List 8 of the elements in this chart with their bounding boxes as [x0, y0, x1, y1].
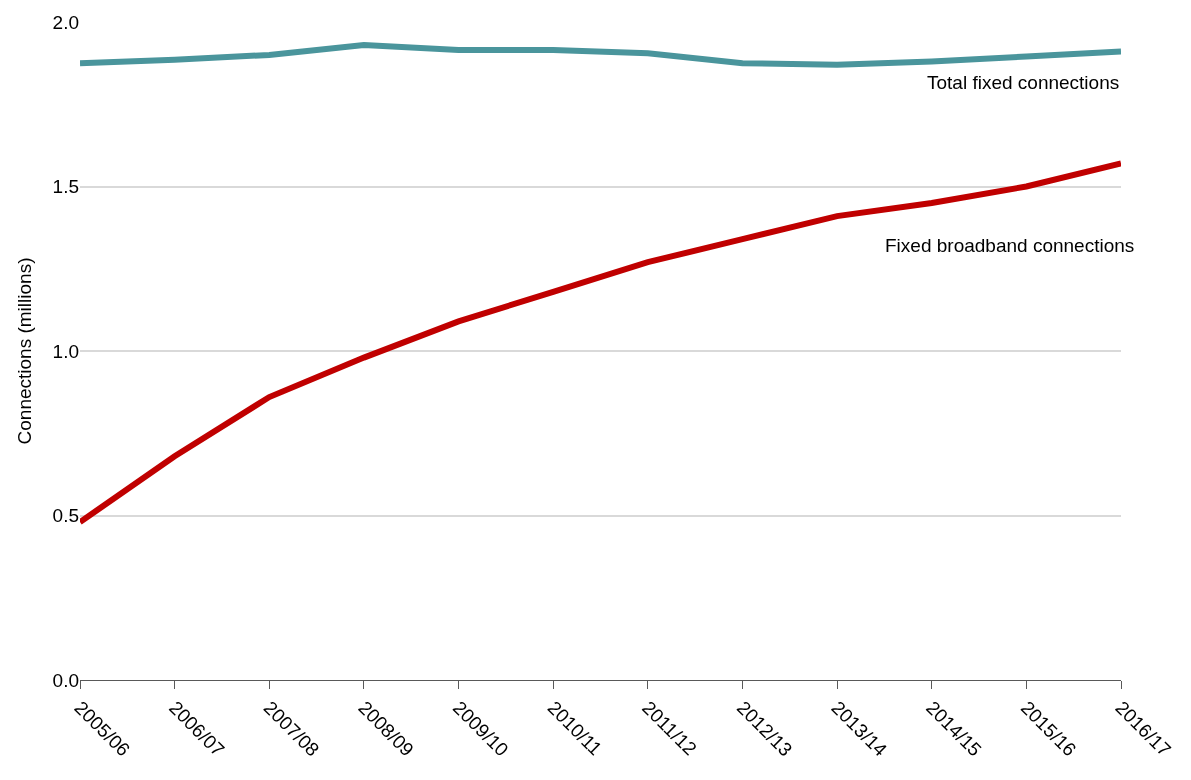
- y-axis-title: Connections (millions): [14, 257, 36, 445]
- y-tick-label: 0.0: [52, 669, 79, 691]
- y-tick-label: 0.5: [52, 505, 79, 527]
- series-label: Fixed broadband connections: [885, 235, 1135, 256]
- series-label: Total fixed connections: [927, 72, 1120, 93]
- y-tick-label: 1.5: [52, 176, 79, 198]
- y-tick-label: 1.0: [52, 340, 79, 362]
- y-tick-label: 2.0: [52, 11, 79, 33]
